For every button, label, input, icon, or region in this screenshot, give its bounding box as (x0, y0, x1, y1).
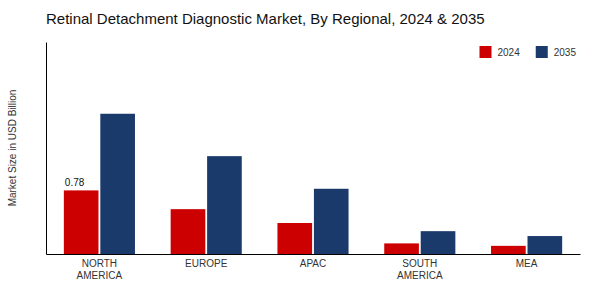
x-tick-label: APAC (300, 258, 327, 269)
x-tick-label-line: SOUTH (402, 258, 437, 269)
plot: NORTHAMERICAEUROPEAPACSOUTHAMERICAMEA0.7… (47, 43, 581, 281)
x-tick: NORTHAMERICA (77, 254, 123, 281)
x-tick-label-line: APAC (300, 258, 327, 269)
x-tick-label-line: AMERICA (77, 270, 123, 281)
bar (314, 189, 349, 254)
bar (171, 209, 206, 254)
x-tick: SOUTHAMERICA (397, 254, 443, 281)
bar (384, 243, 419, 254)
x-tick: MEA (516, 254, 538, 269)
legend-label: 2035 (554, 47, 577, 58)
x-tick-label: SOUTHAMERICA (397, 258, 443, 281)
x-tick-label-line: EUROPE (185, 258, 228, 269)
bar (64, 190, 99, 254)
bar (491, 246, 526, 254)
bar (421, 231, 456, 254)
legend-swatch (480, 46, 492, 58)
x-tick-label: MEA (516, 258, 538, 269)
chart: Retinal Detachment Diagnostic Market, By… (0, 0, 600, 300)
x-tick: APAC (300, 254, 327, 269)
annotation: 0.78 (65, 177, 85, 188)
title: Retinal Detachment Diagnostic Market, By… (46, 10, 485, 27)
legend-item: 2024 (480, 46, 521, 58)
bar (277, 223, 312, 254)
x-tick-label-line: AMERICA (397, 270, 443, 281)
x-tick-label-line: MEA (516, 258, 538, 269)
bar (100, 114, 135, 254)
y-axis (46, 43, 47, 255)
y-axis-line (46, 43, 47, 255)
bars (64, 114, 562, 254)
legend: 2024 2035 (480, 46, 577, 58)
legend-item: 2035 (536, 46, 577, 58)
x-tick: EUROPE (185, 254, 228, 269)
legend-swatch (536, 46, 548, 58)
bar (207, 156, 242, 254)
x-tick-label: NORTHAMERICA (77, 258, 123, 281)
legend-label: 2024 (498, 47, 521, 58)
y-axis-title: Market Size in USD Billion (7, 90, 18, 207)
x-axis-line (47, 254, 581, 255)
x-tick-label: EUROPE (185, 258, 228, 269)
bar (528, 236, 563, 254)
x-axis: NORTHAMERICAEUROPEAPACSOUTHAMERICAMEA (47, 254, 581, 281)
x-tick-label-line: NORTH (82, 258, 117, 269)
